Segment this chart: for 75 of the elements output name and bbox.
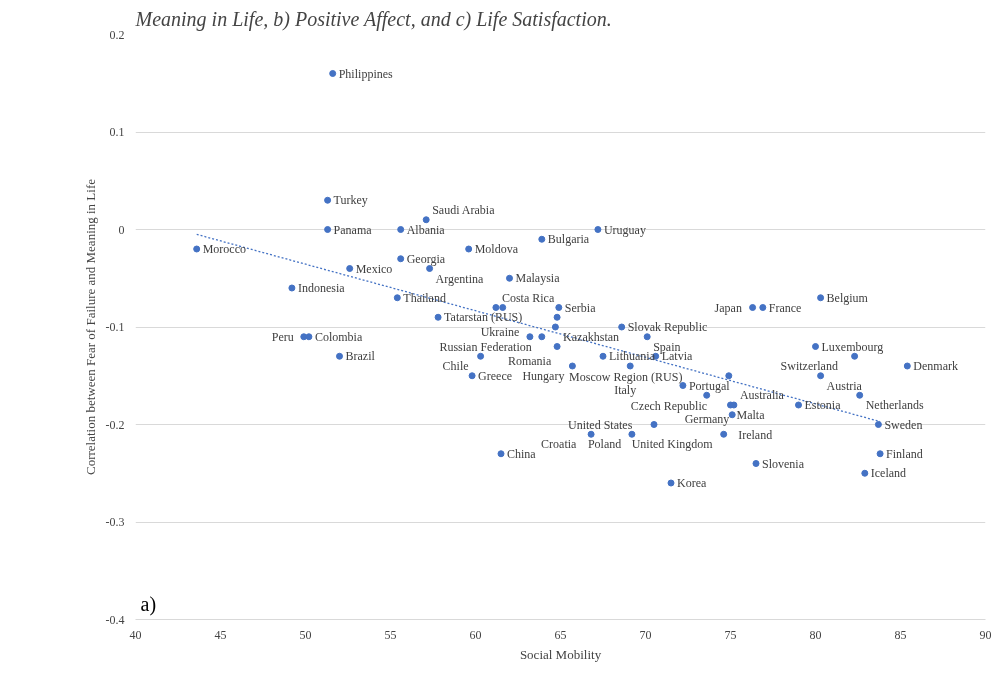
annotation: Luxembourg <box>821 339 884 354</box>
x-tick-label: 65 <box>554 627 567 642</box>
y-tick-label: 0 <box>118 222 125 237</box>
x-tick-label: 45 <box>214 627 227 642</box>
annotation: Portugal <box>688 378 731 393</box>
y-tick-label: -0.2 <box>105 417 125 432</box>
y-tick-label: 0.2 <box>109 27 125 42</box>
annotation: Albania <box>406 222 446 237</box>
annotation: Uruguay <box>603 222 646 237</box>
annotation: Philippines <box>338 66 394 81</box>
annotation: Slovak Republic <box>627 320 708 334</box>
annotation: a) <box>140 592 157 616</box>
x-tick-label: 60 <box>469 627 482 642</box>
annotation: Croatia <box>541 437 578 452</box>
y-tick-label: -0.1 <box>105 320 125 334</box>
annotation: Peru <box>271 329 294 344</box>
annotation: Brazil <box>345 349 376 364</box>
annotation: United States <box>568 417 633 432</box>
annotation: Kazakhstan <box>563 330 620 345</box>
annotation: Malaysia <box>515 271 561 286</box>
annotation: Finland <box>886 446 923 461</box>
annotation: Mexico <box>355 261 393 276</box>
annotation: Iceland <box>870 466 907 481</box>
annotation: Germany <box>684 412 730 427</box>
annotation: Bulgaria <box>547 232 590 247</box>
annotation: Australia <box>739 388 785 402</box>
y-tick-label: -0.4 <box>105 612 125 627</box>
annotation: Poland <box>587 437 622 452</box>
annotation: Greece <box>478 368 513 383</box>
annotation: United Kingdom <box>631 437 714 452</box>
annotation: Austria <box>826 378 863 393</box>
x-tick-label: 85 <box>894 627 907 642</box>
annotation: Russian Federation <box>439 340 532 354</box>
annotation: Turkey <box>333 193 368 208</box>
annotation: Morocco <box>202 242 247 256</box>
x-tick-label: 70 <box>639 627 652 642</box>
annotation: Serbia <box>564 300 597 315</box>
x-tick-label: 50 <box>299 627 312 642</box>
annotation: France <box>768 300 802 315</box>
annotation: Indonesia <box>297 281 346 295</box>
x-axis-title: Social Mobility <box>519 646 602 662</box>
annotation: Switzerland <box>780 359 838 374</box>
annotation: Moldova <box>474 242 519 256</box>
annotation: Georgia <box>406 251 446 266</box>
annotation: Denmark <box>913 359 958 373</box>
annotation: Czech Republic <box>630 398 708 413</box>
y-tick-label: -0.3 <box>105 515 125 529</box>
chart-title: Meaning in Life, b) Positive Affect, and c) Life Satisfaction. <box>134 7 612 31</box>
annotation: Chile <box>442 359 469 374</box>
annotation: Argentina <box>435 271 485 286</box>
annotation: Romania <box>507 353 552 368</box>
annotation: Hungary <box>522 369 565 383</box>
annotation: Panama <box>333 222 373 237</box>
y-tick-label: 0.1 <box>109 125 125 139</box>
annotation: Ireland <box>738 427 773 442</box>
annotation: China <box>507 446 537 461</box>
x-tick-label: 55 <box>384 627 397 642</box>
annotation: Japan <box>714 300 742 315</box>
x-tick-label: 90 <box>979 627 992 642</box>
annotation: Belgium <box>826 290 869 305</box>
annotation: Malta <box>736 408 766 422</box>
y-axis-title: Correlation between Fear of Failure and Meaning in Life <box>82 178 98 476</box>
x-tick-label: 75 <box>724 627 737 642</box>
annotation: Slovenia <box>762 456 805 471</box>
annotation: Costa Rica <box>501 290 555 305</box>
annotation: Saudi Arabia <box>432 202 496 217</box>
annotation: Moscow Region (RUS) <box>569 369 683 384</box>
annotation: Sweden <box>884 417 923 432</box>
annotation: Ukraine <box>480 324 520 339</box>
x-tick-label: 80 <box>809 627 822 642</box>
annotation: Korea <box>677 476 707 490</box>
annotation: Colombia <box>314 329 363 344</box>
x-tick-label: 40 <box>129 627 142 642</box>
annotation: Italy <box>614 383 637 397</box>
annotation: Netherlands <box>865 398 925 413</box>
